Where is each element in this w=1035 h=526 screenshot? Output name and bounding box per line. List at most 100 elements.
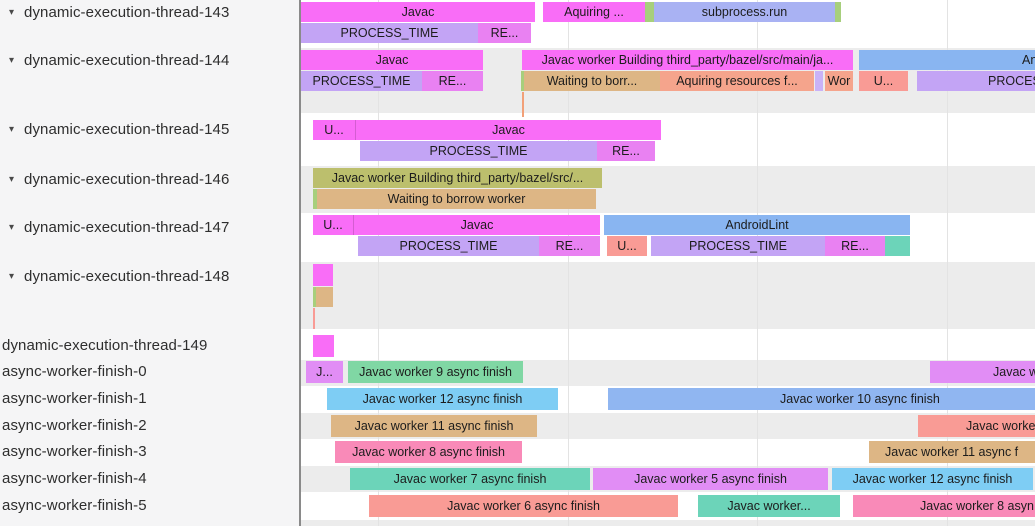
slice-label: PROCESS_TIME [399,239,498,253]
sidebar-track-label-6[interactable]: dynamic-execution-thread-149 [2,336,207,356]
slice-label: Javac worker 7 async finish [393,472,547,486]
collapse-triangle-icon[interactable]: ▾ [9,55,15,66]
track-name-text: dynamic-execution-thread-144 [24,52,230,69]
trace-slice[interactable]: Javac worker 12 async finish [327,388,558,410]
trace-slice[interactable]: Javac worker... [698,495,840,517]
trace-slice-sliver[interactable] [815,71,823,91]
slice-label: Waiting to borrow worker [387,192,526,206]
trace-slice[interactable]: U... [313,120,355,140]
trace-slice[interactable]: Javac worker 11 async f [869,441,1035,463]
slice-label: U... [324,123,344,137]
trace-slice[interactable]: PROCESS_TIME [360,141,597,161]
sidebar-track-label-10[interactable]: async-worker-finish-3 [2,442,147,462]
collapse-triangle-icon[interactable]: ▾ [9,124,15,135]
trace-slice[interactable]: Javac worker 6 async finish [369,495,678,517]
trace-slice[interactable]: Javac [301,2,535,22]
trace-slice[interactable]: Aquiring resources f... [660,71,814,91]
trace-slice[interactable]: RE... [539,236,600,256]
slice-label: Javac worker 5 async finish [634,472,787,486]
slice-label: U... [617,239,637,253]
trace-slice[interactable]: subprocess.run [654,2,835,22]
trace-slice[interactable]: U... [859,71,908,91]
trace-slice[interactable]: Javac worker 11 async finish [331,415,537,437]
trace-slice[interactable]: RE... [478,23,531,43]
trace-slice[interactable]: Javac worker Building third_party/bazel/… [522,50,853,70]
slice-label: Javac [460,218,494,232]
trace-slice[interactable]: Javac worke [918,415,1035,437]
trace-slice[interactable]: PROCESS_TIME [358,236,539,256]
slice-label: AndroidLint [1022,53,1035,67]
instant-event-tick[interactable] [522,92,524,117]
trace-slice[interactable]: Javac [355,120,661,140]
slice-label: PROCESS_TIME [340,26,439,40]
sidebar-track-label-11[interactable]: async-worker-finish-4 [2,469,147,489]
sidebar-track-label-2[interactable]: ▾ dynamic-execution-thread-145 [7,120,229,140]
slice-label: Javac worker 8 async finish [352,445,505,459]
trace-slice[interactable]: PROCESS_TIME [301,71,422,91]
trace-slice[interactable]: Javac [301,50,483,70]
trace-slice-sliver[interactable] [313,264,333,286]
track-name-text: async-worker-finish-2 [2,417,147,434]
trace-slice[interactable]: Aquiring ... [543,2,645,22]
sidebar-track-label-8[interactable]: async-worker-finish-1 [2,389,147,409]
trace-slice[interactable]: Javac worker 10 async finish [608,388,1035,410]
trace-slice[interactable]: Waiting to borrow worker [317,189,596,209]
trace-slice[interactable]: Javac [353,215,600,235]
trace-slice-sliver[interactable] [313,189,317,209]
slice-label: subprocess.run [701,5,788,19]
slice-label: Javac worker 9 async finish [359,365,512,379]
slice-label: U... [323,218,343,232]
collapse-triangle-icon[interactable]: ▾ [9,174,15,185]
trace-slice-sliver[interactable] [885,236,910,256]
slice-label: Waiting to borr... [546,74,638,88]
slice-label: Javac worker 11 async finish [354,419,514,433]
sidebar-track-label-3[interactable]: ▾ dynamic-execution-thread-146 [7,170,229,190]
trace-slice[interactable]: AndroidLint [604,215,910,235]
trace-slice[interactable]: PROCESS_TIME [917,71,1035,91]
trace-slice[interactable]: Javac w [930,361,1035,383]
trace-slice[interactable]: RE... [825,236,885,256]
trace-slice[interactable]: Wor [825,71,853,91]
trace-slice-sliver[interactable] [835,2,841,22]
trace-slice[interactable]: RE... [597,141,655,161]
trace-slice[interactable]: PROCESS_TIME [651,236,825,256]
trace-slice[interactable]: AndroidLint [859,50,1035,70]
trace-slice-sliver[interactable] [521,71,524,91]
slice-label: Javac worker 8 asyn [920,499,1034,513]
sidebar-track-label-5[interactable]: ▾ dynamic-execution-thread-148 [7,267,229,287]
instant-event-tick[interactable] [313,308,315,329]
trace-slice-sliver[interactable] [645,2,654,22]
slice-label: Javac [375,53,409,67]
trace-slice[interactable]: Javac worker 8 async finish [335,441,522,463]
trace-slice[interactable]: U... [313,215,353,235]
row-background-band [301,520,1035,526]
timeline-canvas[interactable]: Javac Aquiring ... subprocess.run PROCESS_T… [301,0,1035,526]
trace-slice[interactable]: Javac worker Building third_party/bazel/… [313,168,602,188]
sidebar-track-label-1[interactable]: ▾ dynamic-execution-thread-144 [7,51,229,71]
trace-slice-sliver[interactable] [316,287,333,307]
trace-slice[interactable]: RE... [422,71,483,91]
sidebar-track-label-7[interactable]: async-worker-finish-0 [2,362,147,382]
sidebar-track-label-9[interactable]: async-worker-finish-2 [2,416,147,436]
slice-label: Javac worker... [727,499,811,513]
trace-slice-sliver[interactable] [313,287,316,307]
trace-slice[interactable]: Javac worker 9 async finish [348,361,523,383]
collapse-triangle-icon[interactable]: ▾ [9,222,15,233]
time-gridline [757,0,758,526]
trace-slice[interactable]: Javac worker 12 async finish [832,468,1033,490]
trace-slice[interactable]: Javac worker 8 asyn [853,495,1035,517]
slice-label: Javac worker Building third_party/bazel/… [541,53,834,67]
trace-slice[interactable]: Javac worker 5 async finish [593,468,828,490]
slice-label: Javac w [993,365,1035,379]
sidebar-track-label-4[interactable]: ▾ dynamic-execution-thread-147 [7,218,229,238]
trace-slice[interactable]: PROCESS_TIME [301,23,478,43]
collapse-triangle-icon[interactable]: ▾ [9,271,15,282]
sidebar-track-label-12[interactable]: async-worker-finish-5 [2,496,147,516]
trace-slice-sliver[interactable] [313,335,334,357]
trace-slice[interactable]: J... [306,361,343,383]
sidebar-track-label-0[interactable]: ▾ dynamic-execution-thread-143 [7,3,229,23]
trace-slice[interactable]: Waiting to borr... [524,71,660,91]
trace-slice[interactable]: Javac worker 7 async finish [350,468,590,490]
trace-slice[interactable]: U... [607,236,647,256]
collapse-triangle-icon[interactable]: ▾ [9,7,15,18]
